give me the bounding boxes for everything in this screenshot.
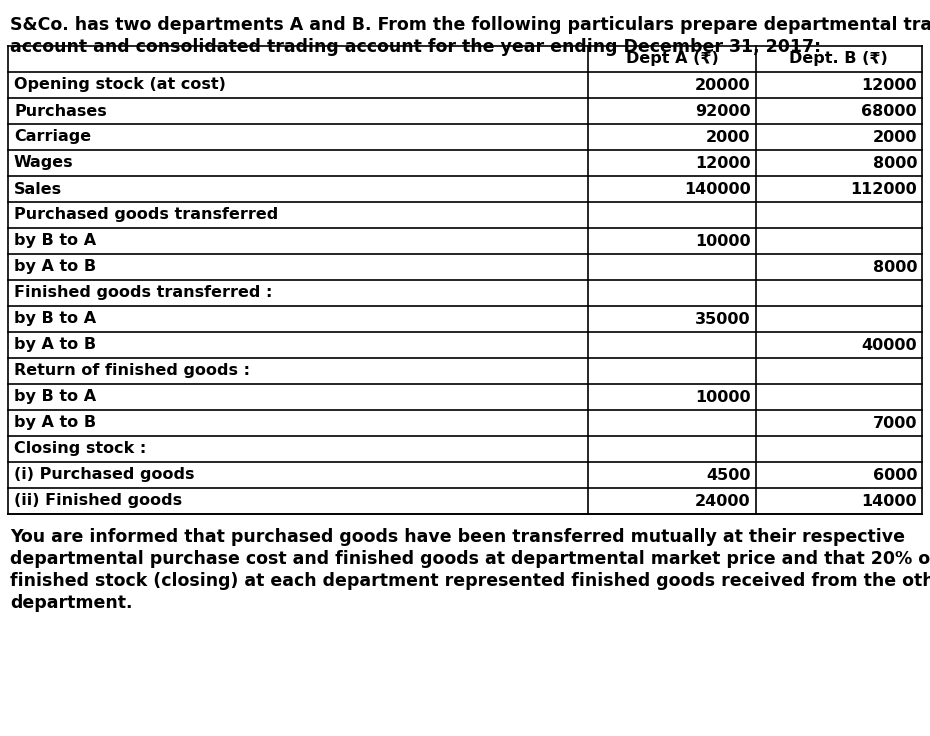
Text: 92000: 92000: [695, 104, 751, 118]
Text: Dept. B (₹): Dept. B (₹): [790, 52, 888, 66]
Text: Purchased goods transferred: Purchased goods transferred: [14, 208, 278, 222]
Text: S&Co. has two departments A and B. From the following particulars prepare depart: S&Co. has two departments A and B. From …: [10, 16, 930, 34]
Text: 8000: 8000: [872, 155, 917, 171]
Text: Finished goods transferred :: Finished goods transferred :: [14, 286, 272, 300]
Text: 140000: 140000: [684, 182, 751, 197]
Text: Wages: Wages: [14, 155, 73, 171]
Text: by B to A: by B to A: [14, 311, 96, 327]
Text: Carriage: Carriage: [14, 130, 91, 144]
Text: by A to B: by A to B: [14, 416, 96, 431]
Text: 24000: 24000: [695, 494, 751, 509]
Text: 12000: 12000: [695, 155, 751, 171]
Text: 10000: 10000: [695, 233, 751, 249]
Text: (ii) Finished goods: (ii) Finished goods: [14, 494, 182, 509]
Text: by A to B: by A to B: [14, 338, 96, 353]
Text: Opening stock (at cost): Opening stock (at cost): [14, 77, 226, 93]
Text: 8000: 8000: [872, 260, 917, 275]
Text: 2000: 2000: [872, 130, 917, 144]
Text: 20000: 20000: [695, 77, 751, 93]
Text: Return of finished goods :: Return of finished goods :: [14, 364, 250, 378]
Text: 68000: 68000: [861, 104, 917, 118]
Text: 4500: 4500: [706, 467, 751, 483]
Text: You are informed that purchased goods have been transferred mutually at their re: You are informed that purchased goods ha…: [10, 528, 905, 546]
Text: Purchases: Purchases: [14, 104, 107, 118]
Text: by A to B: by A to B: [14, 260, 96, 275]
Text: 6000: 6000: [872, 467, 917, 483]
Text: 112000: 112000: [850, 182, 917, 197]
Text: department.: department.: [10, 594, 132, 612]
Text: finished stock (closing) at each department represented finished goods received : finished stock (closing) at each departm…: [10, 572, 930, 590]
Text: Closing stock :: Closing stock :: [14, 442, 146, 456]
Text: Dept A (₹): Dept A (₹): [626, 52, 718, 66]
Text: 35000: 35000: [695, 311, 751, 327]
Text: Sales: Sales: [14, 182, 62, 197]
Text: by B to A: by B to A: [14, 389, 96, 405]
Text: 7000: 7000: [872, 416, 917, 431]
Text: 40000: 40000: [861, 338, 917, 353]
Text: account and consolidated trading account for the year ending December 31, 2017:: account and consolidated trading account…: [10, 38, 821, 56]
Text: 10000: 10000: [695, 389, 751, 405]
Text: by B to A: by B to A: [14, 233, 96, 249]
Text: (i) Purchased goods: (i) Purchased goods: [14, 467, 194, 483]
Text: 2000: 2000: [706, 130, 751, 144]
Text: departmental purchase cost and finished goods at departmental market price and t: departmental purchase cost and finished …: [10, 550, 930, 568]
Text: 12000: 12000: [861, 77, 917, 93]
Text: 14000: 14000: [861, 494, 917, 509]
